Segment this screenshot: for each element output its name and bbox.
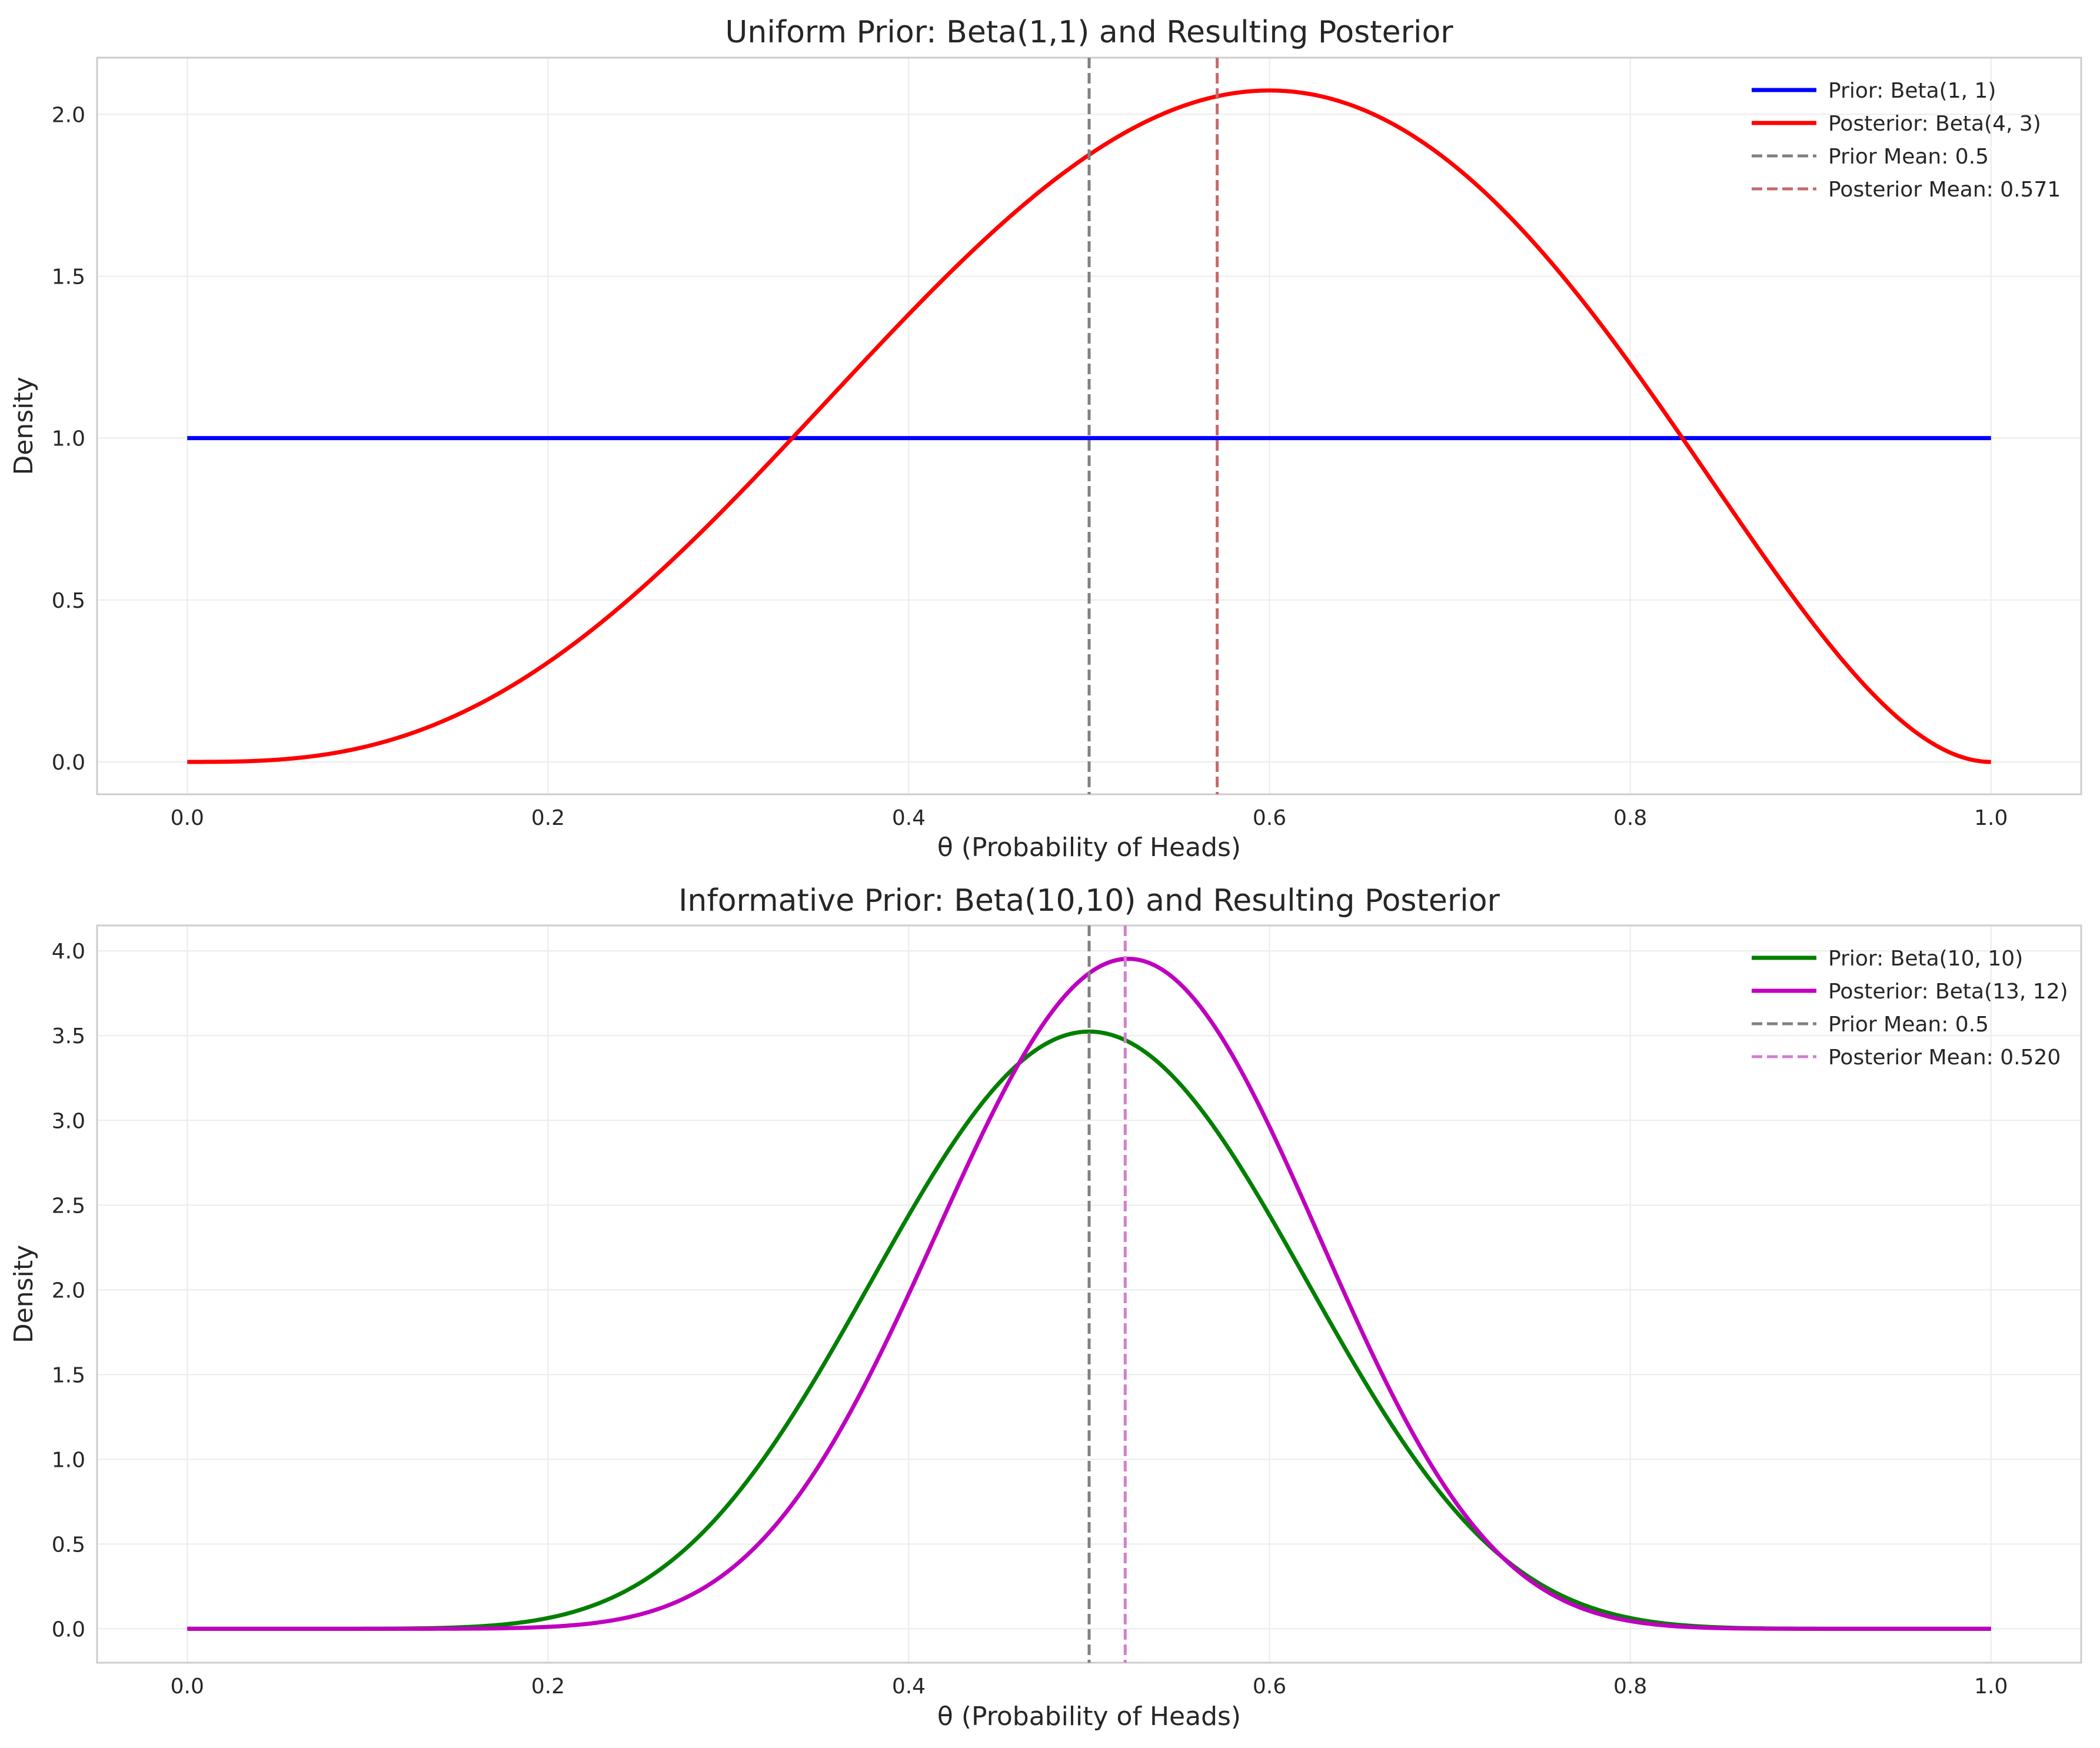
legend-label: Prior: Beta(1, 1)	[1828, 79, 1996, 103]
x-tick-label: 0.8	[1613, 1674, 1647, 1699]
y-tick-label: 2.0	[52, 103, 85, 127]
y-tick-label: 4.0	[52, 940, 85, 964]
x-tick-label: 0.4	[892, 806, 926, 830]
tick-labels: 0.0 0.2 0.4 0.6 0.8 1.0 0.0 0.5 1.0 1.5 2.0	[52, 103, 2008, 830]
x-tick-label: 0.2	[531, 1674, 565, 1699]
x-tick-label: 0.2	[531, 806, 565, 830]
y-tick-label: 0.0	[52, 751, 85, 775]
x-tick-label: 0.6	[1253, 1674, 1286, 1699]
x-tick-label: 0.0	[171, 1674, 204, 1699]
legend-label: Posterior Mean: 0.520	[1828, 1046, 2061, 1070]
y-tick-label: 1.5	[52, 265, 85, 289]
y-tick-label: 0.5	[52, 1533, 85, 1557]
y-tick-label: 1.0	[52, 427, 85, 451]
legend-label: Prior Mean: 0.5	[1828, 145, 1989, 169]
x-axis-label: θ (Probability of Heads)	[937, 833, 1241, 863]
legend: Prior: Beta(1, 1) Posterior: Beta(4, 3) Pr…	[1752, 79, 2061, 202]
y-tick-label: 1.0	[52, 1448, 85, 1472]
grid	[97, 925, 2081, 1663]
chart-uniform-prior: 0.0 0.2 0.4 0.6 0.8 1.0 0.0 0.5 1.0 1.5 2.0 Unifor…	[9, 15, 2082, 863]
x-tick-label: 0.6	[1253, 806, 1286, 830]
chart-title: Informative Prior: Beta(10,10) and Resul…	[678, 883, 1500, 918]
y-tick-label: 2.5	[52, 1194, 85, 1218]
legend-label: Prior: Beta(10, 10)	[1828, 947, 2023, 971]
y-tick-label: 3.0	[52, 1109, 85, 1133]
chart-title: Uniform Prior: Beta(1,1) and Resulting P…	[725, 15, 1453, 50]
x-tick-label: 0.4	[892, 1674, 926, 1699]
legend-label: Posterior Mean: 0.571	[1828, 178, 2061, 202]
tick-labels: 0.0 0.2 0.4 0.6 0.8 1.0 0.0 0.5 1.0 1.5 2.0 2.5 3.0 3…	[52, 940, 2008, 1699]
x-tick-label: 1.0	[1974, 1674, 2008, 1699]
series-layer	[187, 58, 1991, 794]
y-tick-label: 2.0	[52, 1278, 85, 1303]
legend-label: Prior Mean: 0.5	[1828, 1013, 1989, 1037]
x-tick-label: 0.8	[1613, 806, 1647, 830]
y-tick-label: 3.5	[52, 1024, 85, 1048]
legend-label: Posterior: Beta(4, 3)	[1828, 112, 2041, 136]
x-tick-label: 1.0	[1974, 806, 2008, 830]
y-axis-label: Density	[9, 377, 39, 475]
y-tick-label: 0.0	[52, 1617, 85, 1642]
legend-label: Posterior: Beta(13, 12)	[1828, 980, 2068, 1004]
series-layer	[187, 925, 1991, 1663]
y-tick-label: 0.5	[52, 589, 85, 613]
y-tick-label: 1.5	[52, 1363, 85, 1387]
chart-informative-prior: 0.0 0.2 0.4 0.6 0.8 1.0 0.0 0.5 1.0 1.5 2.0 2.5 3.0 3…	[9, 883, 2082, 1732]
x-tick-label: 0.0	[171, 806, 204, 830]
y-axis-label: Density	[9, 1245, 39, 1343]
x-axis-label: θ (Probability of Heads)	[937, 1702, 1241, 1732]
legend: Prior: Beta(10, 10) Posterior: Beta(13, 1…	[1752, 947, 2068, 1070]
